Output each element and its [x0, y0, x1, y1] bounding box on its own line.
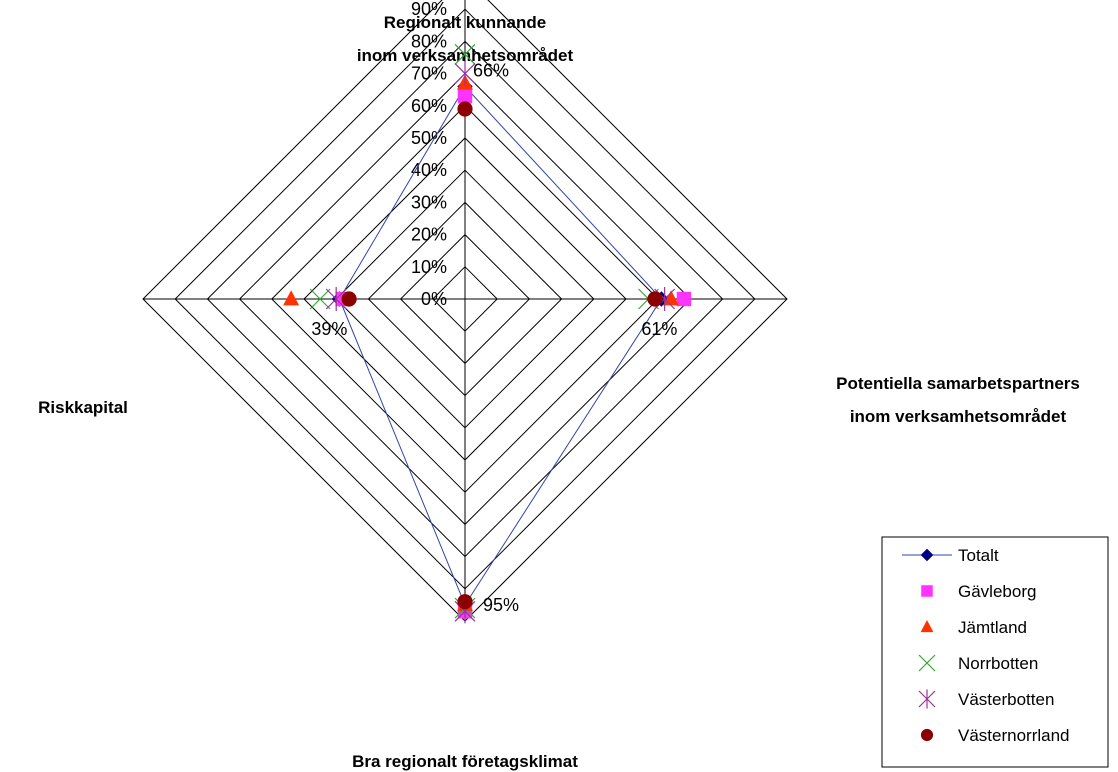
legend-marker	[920, 548, 934, 562]
legend-marker	[920, 619, 934, 633]
data-label: 39%	[311, 319, 347, 339]
radial-tick-label: 10%	[411, 257, 447, 277]
radial-tick-label: 50%	[411, 128, 447, 148]
radial-tick-label: 60%	[411, 96, 447, 116]
data-labels: 66% 61% 95% 39%	[311, 60, 677, 614]
series-norrbotten	[309, 43, 659, 619]
legend: Totalt Gävleborg Jämtland Norrbotten Västerb…	[881, 536, 1109, 768]
data-point	[283, 290, 300, 306]
data-point	[325, 287, 347, 311]
legend-item: Norrbotten	[918, 654, 1038, 673]
legend-label: Gävleborg	[958, 582, 1036, 601]
axis-title-4-line-1: Riskkapital	[38, 398, 128, 417]
data-point	[676, 291, 692, 307]
legend-item: Gävleborg	[921, 582, 1036, 601]
legend-item: Jämtland	[920, 618, 1027, 637]
data-label: 95%	[483, 595, 519, 615]
series-line	[338, 85, 663, 606]
data-label: 61%	[641, 319, 677, 339]
legend-item: Västerbotten	[918, 689, 1054, 709]
radial-tick-label: 30%	[411, 192, 447, 212]
data-label: 66%	[473, 60, 509, 80]
data-point	[647, 291, 663, 307]
axis-title-2-line-2: inom verksamhetsområdet	[850, 407, 1067, 426]
series-layer	[283, 43, 692, 624]
series-v-sterbotten	[325, 61, 676, 624]
data-point	[457, 88, 473, 104]
data-point	[454, 61, 476, 86]
legend-marker	[920, 728, 934, 742]
series-j-mtland	[283, 74, 680, 612]
legend-item: Totalt	[902, 546, 999, 565]
data-point	[309, 288, 331, 310]
legend-marker	[921, 585, 933, 597]
radial-tick-label: 40%	[411, 160, 447, 180]
radar-grid	[142, 0, 788, 622]
series-v-sternorrland	[341, 101, 663, 610]
legend-label: Norrbotten	[958, 654, 1038, 673]
data-point	[341, 291, 357, 307]
radial-tick-labels: 0%10%20%30%40%50%60%70%80%90%100%	[411, 0, 447, 309]
legend-box	[881, 536, 1109, 768]
legend-marker	[918, 689, 936, 709]
legend-marker	[918, 654, 936, 672]
radial-tick-label: 70%	[411, 64, 447, 84]
legend-label: Västerbotten	[958, 690, 1054, 709]
axis-titles: Regionalt kunnande inom verksamhetsområde…	[38, 13, 1080, 771]
radial-tick-label: 20%	[411, 225, 447, 245]
axis-title-3-line-1: Bra regionalt företagsklimat	[352, 752, 578, 771]
legend-label: Jämtland	[958, 618, 1027, 637]
radial-tick-label: 90%	[411, 0, 447, 19]
legend-label: Västernorrland	[958, 726, 1070, 745]
axis-title-1-line-2: inom verksamhetsområdet	[357, 46, 574, 65]
radial-tick-label: 0%	[421, 289, 447, 309]
legend-label: Totalt	[958, 546, 999, 565]
radial-tick-label: 80%	[411, 31, 447, 51]
data-point	[454, 43, 476, 65]
axis-title-2-line-1: Potentiella samarbetspartners	[836, 374, 1080, 393]
data-point	[457, 101, 473, 117]
legend-item: Västernorrland	[920, 726, 1070, 745]
series-g-vleborg	[335, 88, 692, 619]
data-point	[457, 594, 473, 610]
axis-title-1-line-1: Regionalt kunnande	[384, 13, 546, 32]
